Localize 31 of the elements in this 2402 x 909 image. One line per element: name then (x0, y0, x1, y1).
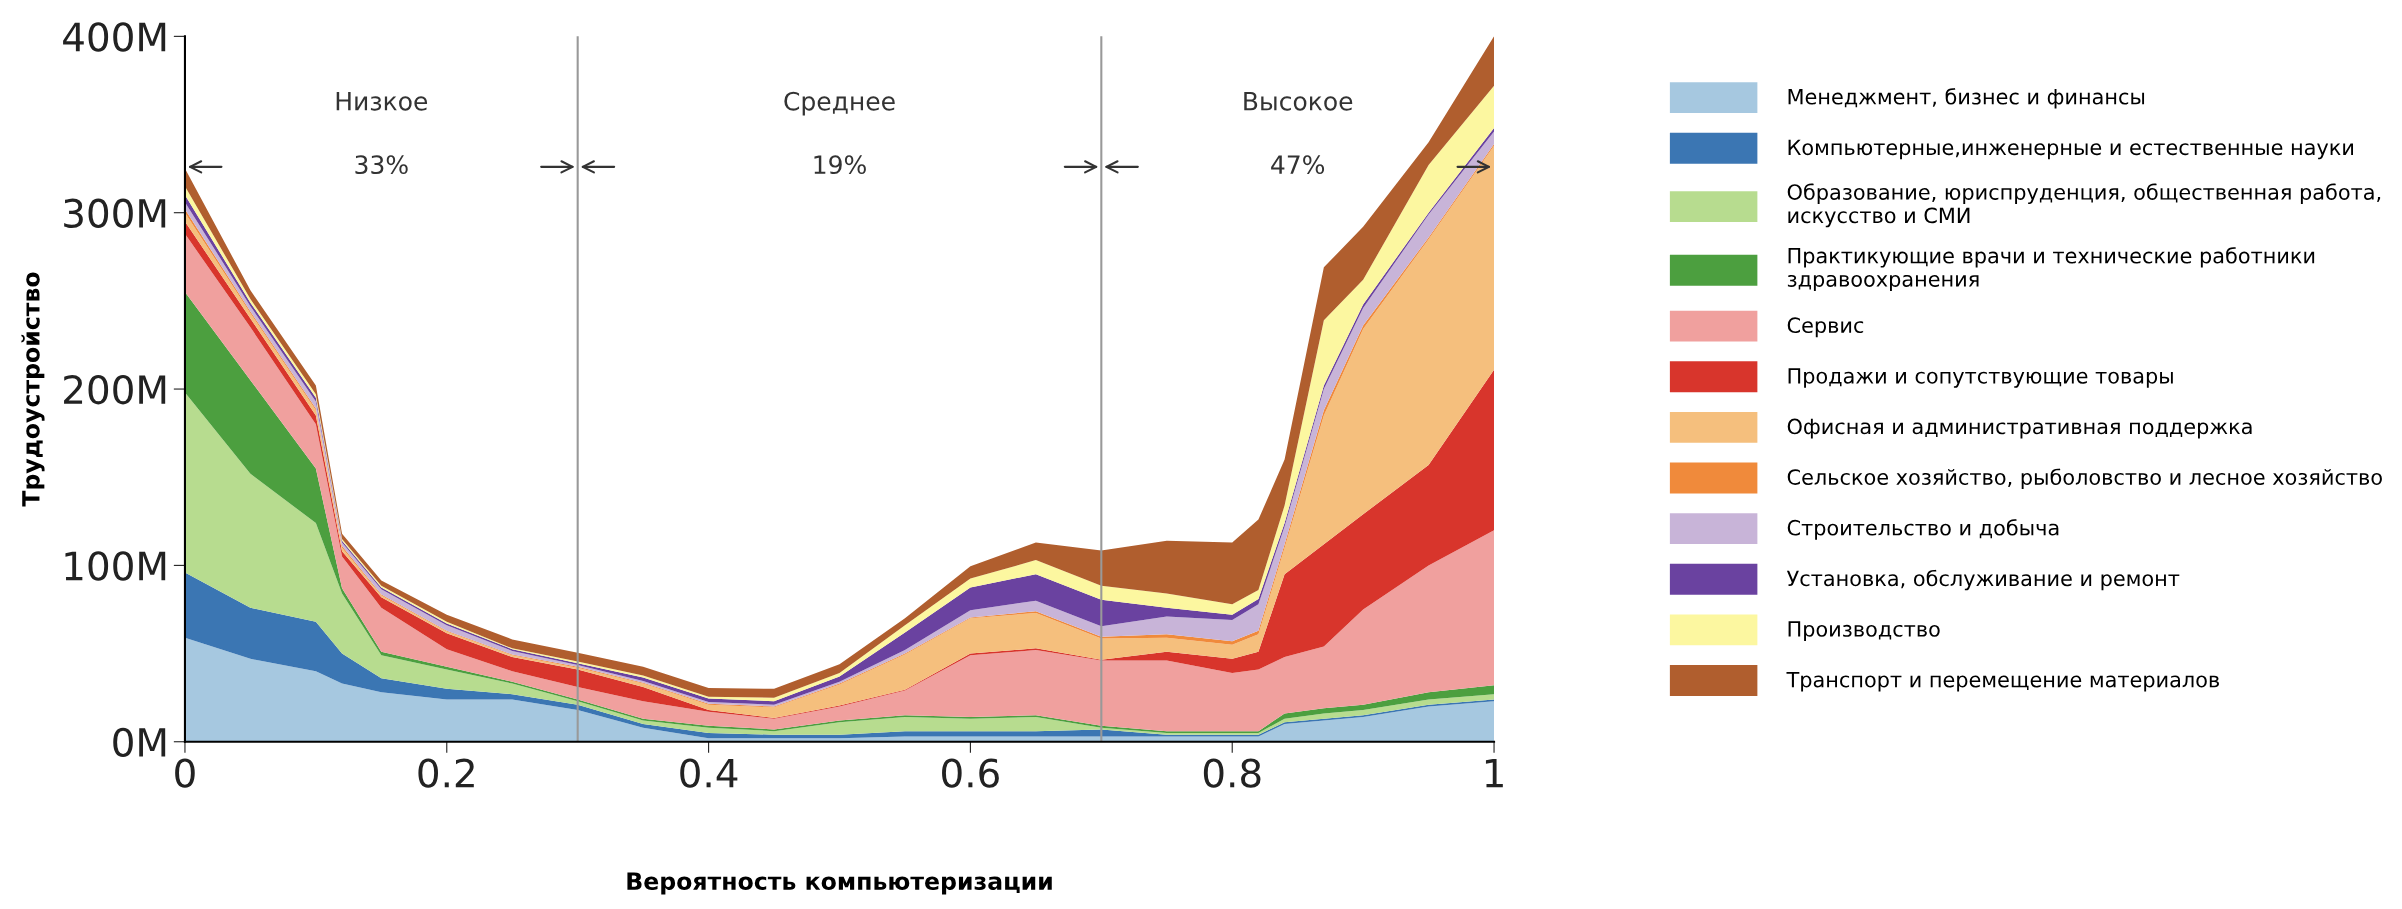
x-tick-label: 0.4 (680, 758, 738, 788)
annotation: 19% (814, 155, 866, 175)
annotation: Высокое (1244, 92, 1353, 111)
legend-label: Сельское хозяйство, рыболовство и лесное хозяйство (1787, 468, 2382, 489)
annotation: 33% (355, 155, 408, 175)
x-tick-label: 0.8 (1203, 758, 1261, 788)
x-tick-label: 0 (175, 758, 195, 788)
legend-label: Сервис (1787, 317, 1864, 338)
annotation: Среднее (784, 91, 895, 116)
annotation: 47% (1271, 155, 1325, 175)
x-tick-label: 1 (1485, 758, 1503, 788)
annotation: Низкое (336, 92, 428, 111)
y-tick-label: 200M (64, 374, 166, 405)
legend-label: Продажи и сопутствующие товары (1788, 368, 2173, 388)
y-axis-title: Трудоустройство (21, 272, 45, 507)
y-tick-label: 0M (113, 727, 166, 758)
x-tick-label: 0.2 (418, 758, 474, 788)
y-tick-label: 300M (64, 198, 166, 229)
legend-label: Производство (1788, 621, 1940, 641)
legend-label: Практикующие врачи и технические работники здравоохранения (1787, 247, 2315, 291)
legend-label: Офисная и административная поддержка (1787, 418, 2252, 439)
legend-label: Установка, обслуживание и ремонт (1786, 569, 2180, 591)
x-axis-title: Вероятность компьютеризации (627, 872, 1052, 895)
x-tick-label: 0.6 (942, 758, 999, 788)
legend-label: Транспорт и перемещение материалов (1786, 671, 2219, 692)
legend-label: Менеджмент, бизнес и финансы (1788, 88, 2145, 109)
legend-label: Строительство и добыча (1787, 519, 2059, 540)
legend-label: Компьютерные,инженерные и естественные науки (1788, 139, 2353, 160)
y-tick-label: 100M (65, 551, 166, 581)
legend-label: Образование, юриспруденция, общественная работа, искусство и СМИ (1787, 183, 2381, 228)
y-tick-label: 400M (63, 22, 166, 52)
